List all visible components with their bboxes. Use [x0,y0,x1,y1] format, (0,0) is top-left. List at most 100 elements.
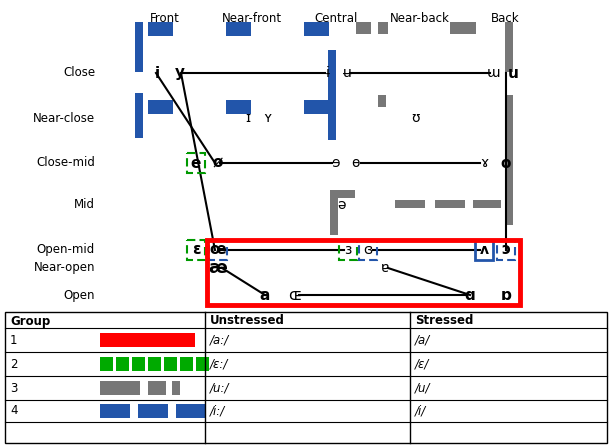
Text: Close: Close [63,66,95,79]
Text: Close-mid: Close-mid [36,157,95,169]
Text: e: e [191,156,201,170]
Text: /i/: /i/ [415,405,426,417]
Text: Back: Back [491,12,520,25]
Text: Front: Front [150,12,180,25]
Text: o: o [501,156,511,170]
Bar [187,240,205,260]
Text: 3: 3 [10,381,17,395]
Text: u: u [507,66,518,80]
Bar [148,22,173,36]
Bar [164,357,177,371]
Bar [330,190,355,198]
Bar [135,22,143,72]
Text: ɵ: ɵ [352,156,360,170]
Bar [304,100,329,114]
Bar [100,404,130,418]
Bar [138,404,168,418]
Text: ɪ: ɪ [245,111,250,125]
Text: Mid: Mid [74,198,95,211]
Text: ɐ: ɐ [381,261,389,275]
Bar [328,95,336,140]
Bar [209,240,227,260]
Text: ɑ: ɑ [465,288,476,302]
Bar [207,240,520,305]
Bar [100,381,140,395]
Bar [505,140,513,185]
Bar [132,357,145,371]
Bar [100,333,195,347]
Text: Central: Central [315,12,357,25]
Bar [505,95,513,140]
Text: /a:/: /a:/ [210,334,230,347]
Text: æ: æ [209,259,228,277]
Text: Near-front: Near-front [222,12,282,25]
Text: ʌ: ʌ [479,243,488,257]
Text: ɯ: ɯ [487,66,501,80]
Bar [226,100,251,114]
Text: Open-mid: Open-mid [37,244,95,256]
Text: ʏ: ʏ [264,111,272,125]
Bar [497,240,515,260]
Text: /u:/: /u:/ [210,381,230,395]
Text: ɘ: ɘ [332,156,340,170]
Bar [378,22,388,34]
Text: ɜ: ɜ [345,243,352,257]
Bar [435,200,465,208]
Text: y: y [175,66,185,80]
Text: ʉ: ʉ [343,66,351,80]
Bar [505,185,513,225]
Text: œ: œ [210,243,226,257]
Bar [328,50,336,115]
Bar [187,153,205,173]
Text: /ɛ:/: /ɛ:/ [210,358,228,371]
Text: 1: 1 [10,334,18,347]
Text: Near-open: Near-open [34,261,95,274]
Text: Near-close: Near-close [33,112,95,124]
Text: Near-back: Near-back [390,12,450,25]
Text: ɞ: ɞ [364,243,373,257]
Bar [135,93,143,138]
Bar [304,22,329,36]
Text: /u/: /u/ [415,381,430,395]
Text: ʊ: ʊ [412,111,420,125]
Bar [176,404,206,418]
Text: ø: ø [213,156,223,170]
Text: Unstressed: Unstressed [210,314,285,327]
Text: /i:/: /i:/ [210,405,225,417]
Bar [475,240,493,260]
Text: i: i [154,66,160,80]
Text: Group: Group [10,314,50,327]
Bar [356,22,371,34]
Bar [378,95,386,107]
Text: a: a [260,288,270,302]
Bar [450,22,476,34]
Bar [116,357,129,371]
Bar [148,381,166,395]
Text: ɛ: ɛ [192,243,200,257]
Text: Open: Open [64,289,95,301]
Bar [359,240,377,260]
Text: ɶ: ɶ [288,288,302,302]
Bar [330,190,338,235]
Bar [395,200,425,208]
Bar [473,200,501,208]
Text: /a/: /a/ [415,334,430,347]
Text: ɤ: ɤ [480,156,488,170]
Text: ə: ə [338,198,346,212]
Bar [148,100,173,114]
Bar [100,357,113,371]
Bar [172,381,180,395]
Bar [505,22,513,72]
Bar [148,357,161,371]
Text: Stressed: Stressed [415,314,473,327]
Text: ɒ: ɒ [501,288,512,302]
Text: ɔ: ɔ [501,243,510,257]
Bar [226,22,251,36]
Bar [339,240,357,260]
Text: 4: 4 [10,405,18,417]
Bar [196,357,209,371]
Text: ɨ: ɨ [326,66,330,80]
Text: /ɛ/: /ɛ/ [415,358,430,371]
Bar [180,357,193,371]
Text: 2: 2 [10,358,18,371]
